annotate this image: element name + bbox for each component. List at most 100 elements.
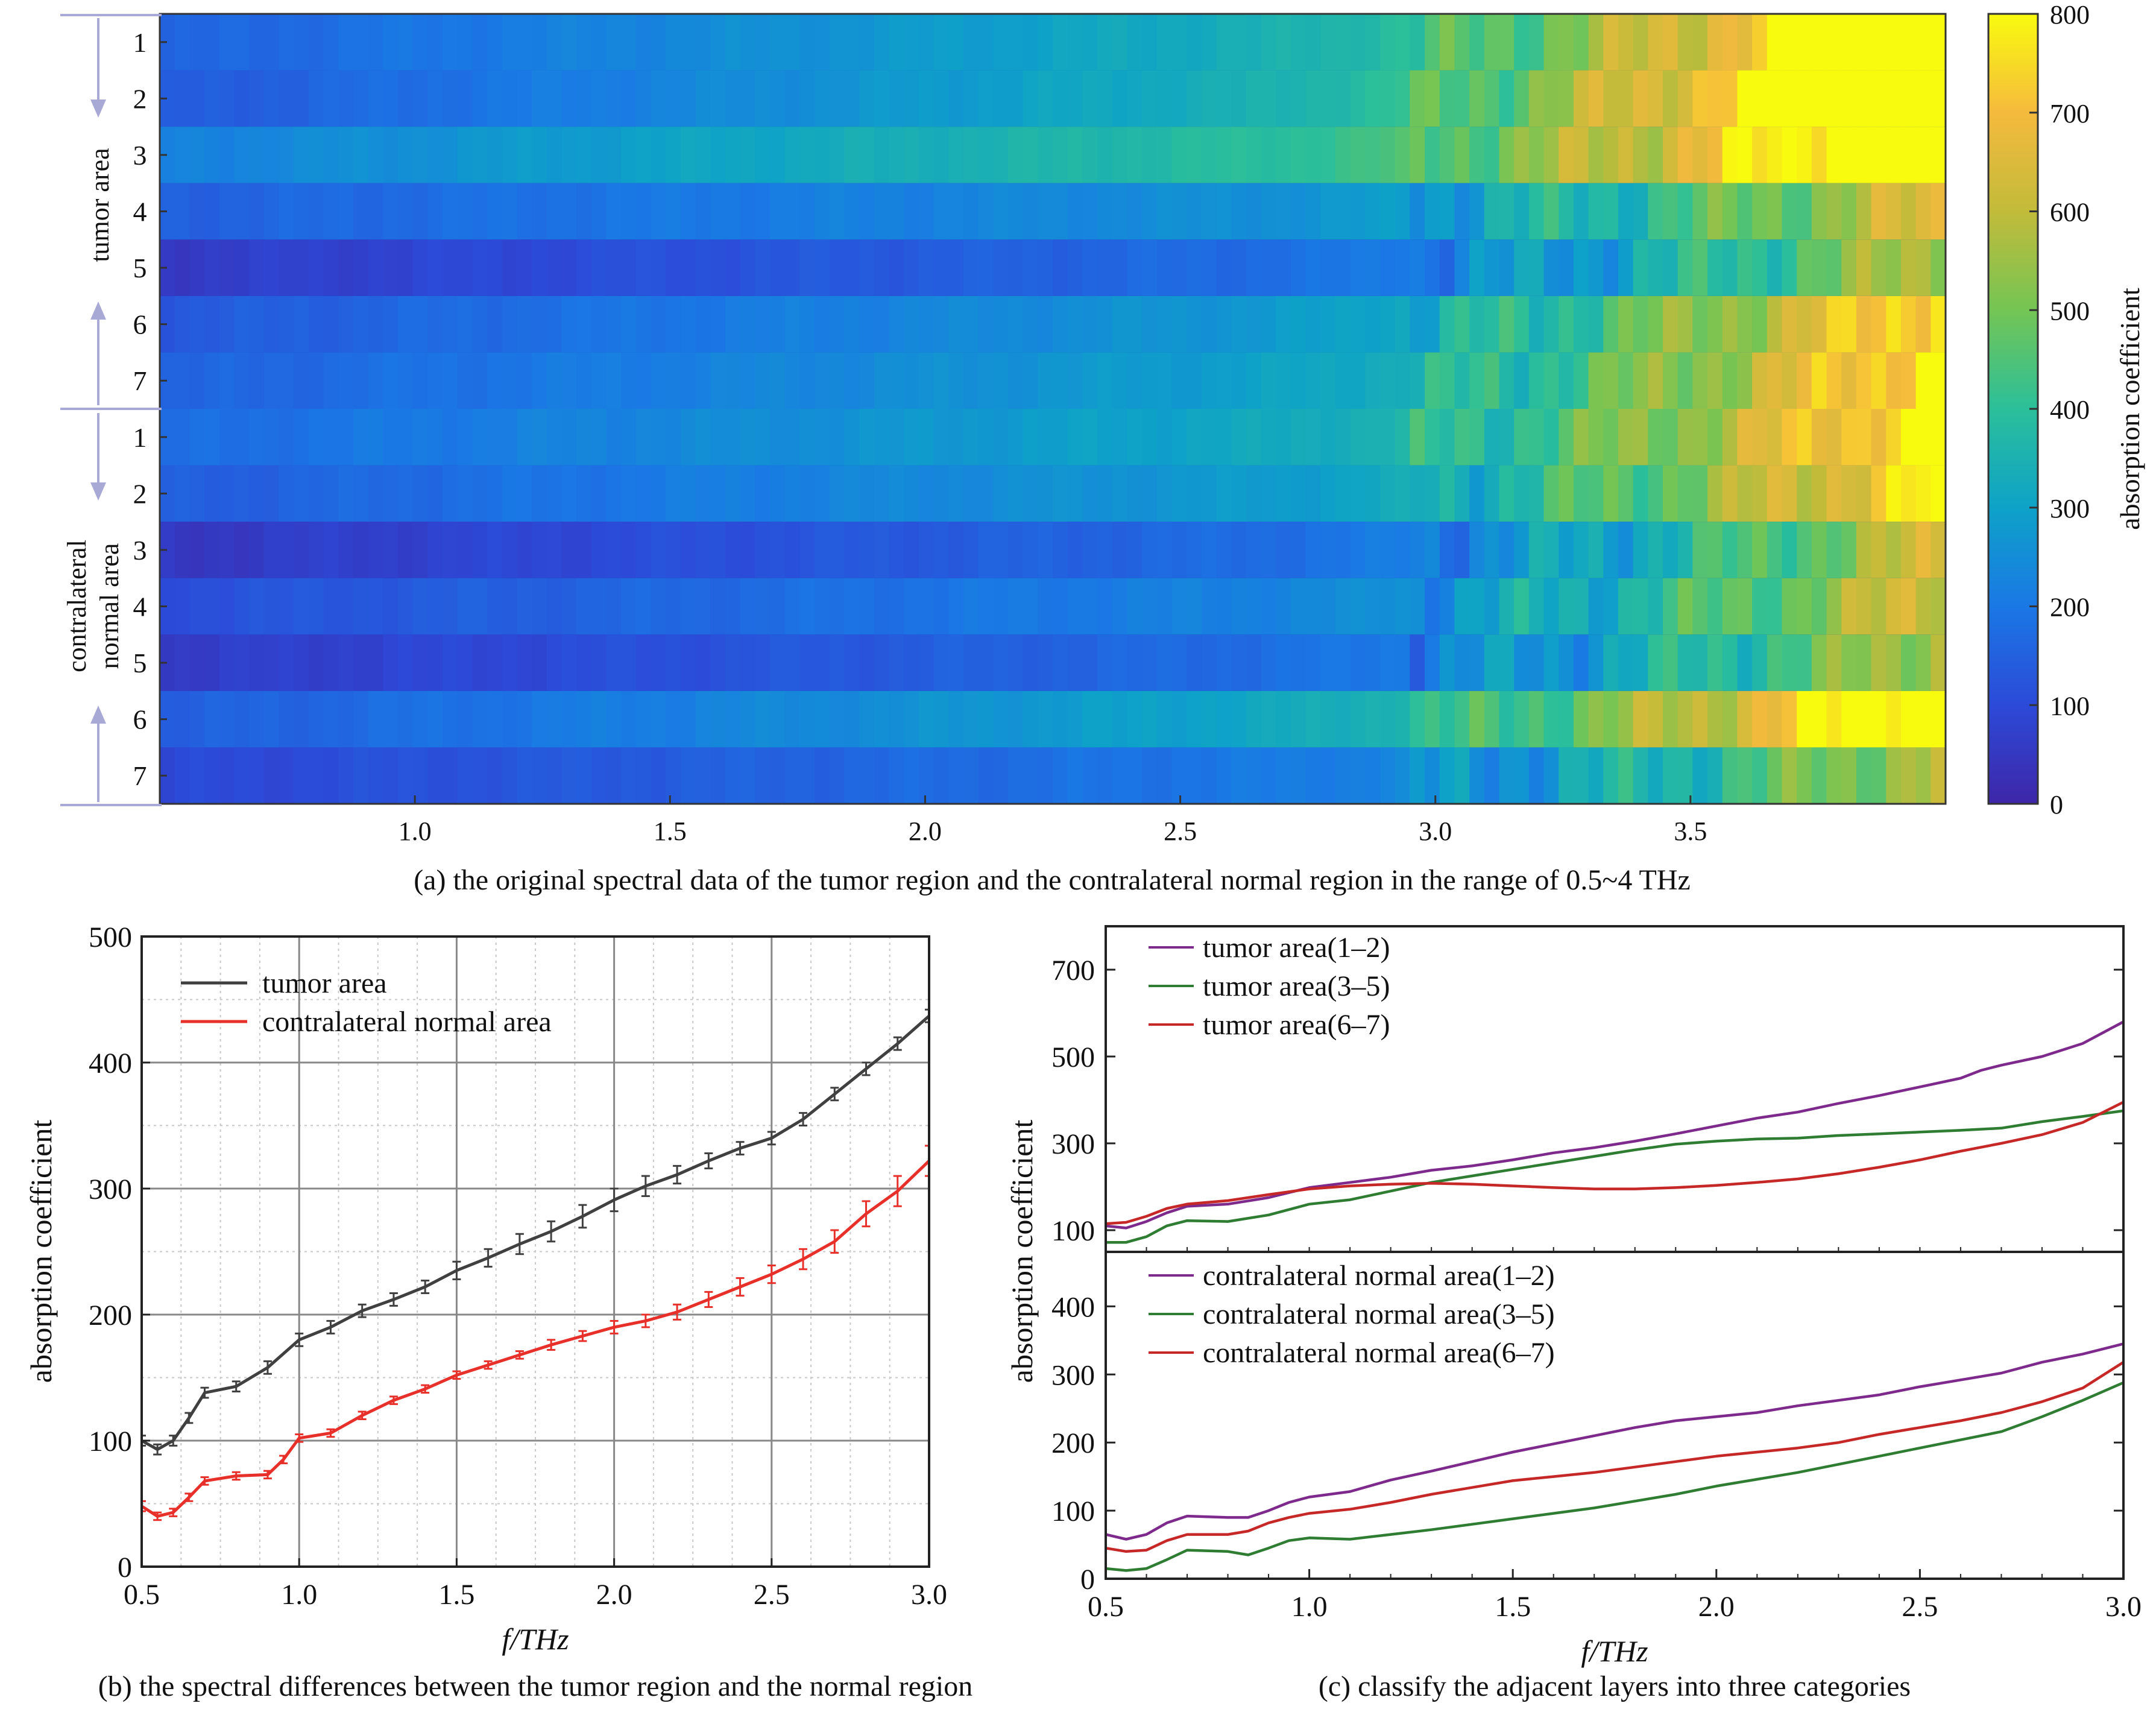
heatmap-cell <box>397 747 414 804</box>
heatmap-cell <box>1603 465 1619 522</box>
heatmap-cell <box>234 352 250 409</box>
heatmap-cell <box>1410 127 1425 183</box>
x-tick-label: 1.5 <box>438 1579 474 1611</box>
heatmap-cell <box>338 690 354 748</box>
heatmap-cell <box>874 14 890 71</box>
heatmap-cell <box>383 127 399 183</box>
heatmap-cell <box>442 578 458 635</box>
heatmap-cell <box>844 295 860 353</box>
heatmap-cell <box>219 239 235 296</box>
heatmap-cell <box>249 295 265 353</box>
heatmap-cell <box>1499 578 1515 635</box>
heatmap-cell <box>263 409 280 466</box>
heatmap-cell <box>740 690 755 748</box>
heatmap-cell <box>1663 70 1678 127</box>
heatmap-cell <box>1900 70 1917 127</box>
heatmap-cell <box>353 409 369 466</box>
heatmap-cell <box>457 70 473 127</box>
heatmap-cell <box>1543 70 1559 127</box>
y-tick-label: 400 <box>89 1047 132 1079</box>
heatmap-cell <box>889 522 904 578</box>
heatmap-cell <box>1767 352 1783 409</box>
heatmap-cell <box>397 14 414 71</box>
heatmap-cell <box>948 14 964 71</box>
heatmap-cell <box>1633 352 1648 409</box>
heatmap-cell <box>993 690 1009 748</box>
heatmap-cell <box>472 409 488 466</box>
heatmap-cell <box>1737 127 1753 183</box>
heatmap-cell <box>1365 70 1381 127</box>
heatmap-row-2 <box>160 70 1946 127</box>
heatmap-cell <box>1707 352 1723 409</box>
heatmap-cell <box>918 747 935 804</box>
heatmap-cell <box>1335 14 1351 71</box>
heatmap-cell <box>978 578 994 635</box>
heatmap-cell <box>1782 578 1797 635</box>
heatmap-cell <box>1410 634 1425 691</box>
heatmap-cell <box>1231 465 1247 522</box>
heatmap-cell <box>1499 352 1515 409</box>
heatmap-cell <box>412 70 428 127</box>
heatmap-cell <box>1633 127 1648 183</box>
heatmap-cell <box>1797 70 1812 127</box>
heatmap-cell <box>1603 747 1619 804</box>
heatmap-cell <box>1187 634 1202 691</box>
heatmap-cell <box>189 747 205 804</box>
heatmap-cell <box>1395 14 1410 71</box>
heatmap-cell <box>1305 239 1321 296</box>
heatmap-cell <box>695 409 711 466</box>
heatmap-cell <box>993 634 1009 691</box>
heatmap-cell <box>427 522 443 578</box>
heatmap-cell <box>308 747 324 804</box>
heatmap-cell <box>784 465 800 522</box>
colorbar-tick-label: 200 <box>2050 593 2090 622</box>
heatmap-cell <box>1811 127 1827 183</box>
legend-label: contralateral normal area(1–2) <box>1203 1260 1555 1292</box>
heatmap-cell <box>680 465 696 522</box>
heatmap-cell <box>1142 127 1158 183</box>
heatmap-cell <box>591 239 607 296</box>
heatmap-cell <box>263 522 280 578</box>
heatmap-cell <box>1276 578 1291 635</box>
heatmap-cell <box>502 409 517 466</box>
heatmap-cell <box>294 747 309 804</box>
heatmap-cell <box>948 239 964 296</box>
heatmap-cell <box>1395 465 1410 522</box>
heatmap-cell <box>472 747 488 804</box>
heatmap-cell <box>1841 522 1857 578</box>
heatmap-cell <box>1038 522 1053 578</box>
heatmap-cell <box>457 127 473 183</box>
heatmap-cell <box>1931 578 1946 635</box>
heatmap-cell <box>1797 127 1812 183</box>
heatmap-cell <box>635 690 652 748</box>
heatmap-cell <box>710 295 726 353</box>
heatmap-cell <box>1722 578 1738 635</box>
heatmap-cell <box>1543 127 1559 183</box>
heatmap-cell <box>1320 127 1336 183</box>
heatmap-cell <box>770 239 786 296</box>
heatmap-cell <box>1320 239 1336 296</box>
heatmap-cell <box>576 578 592 635</box>
heatmap-cell <box>353 634 369 691</box>
heatmap-cell <box>710 352 726 409</box>
heatmap-cell <box>249 690 265 748</box>
heatmap-cell <box>740 14 755 71</box>
heatmap-cell <box>174 239 190 296</box>
heatmap-cell <box>1633 70 1648 127</box>
heatmap-cell <box>1007 465 1024 522</box>
heatmap-cell <box>1187 690 1202 748</box>
heatmap-cell <box>1588 747 1604 804</box>
heatmap-cell <box>1127 239 1143 296</box>
heatmap-cell <box>1038 70 1053 127</box>
y-tick-label: 200 <box>89 1300 132 1331</box>
heatmap-cell <box>1053 634 1068 691</box>
heatmap-cell <box>1826 409 1842 466</box>
heatmap-cell <box>1588 295 1604 353</box>
heatmap-cell <box>204 634 220 691</box>
heatmap-cell <box>1499 409 1515 466</box>
heatmap-cell <box>874 747 890 804</box>
heatmap-cell <box>1677 690 1693 748</box>
heatmap-cell <box>874 690 890 748</box>
heatmap-cell <box>1514 747 1530 804</box>
